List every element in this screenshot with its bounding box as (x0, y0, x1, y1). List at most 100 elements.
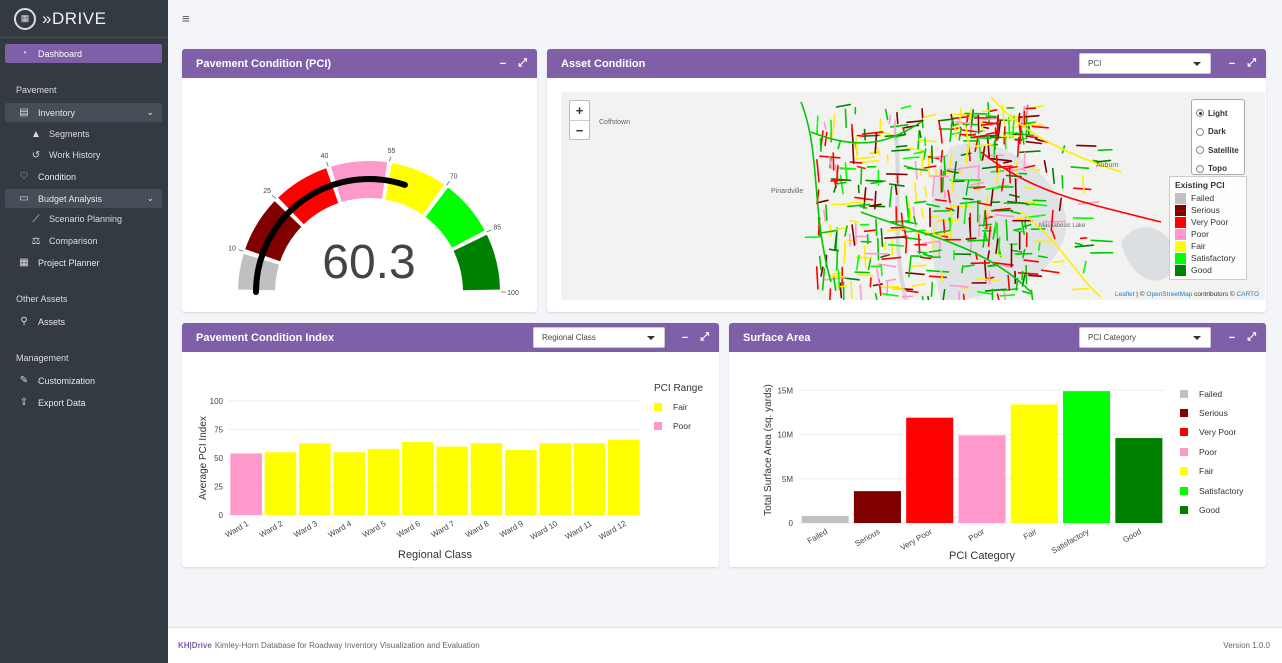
road-segment (942, 219, 946, 234)
legend-item-poor[interactable]: Poor (654, 416, 703, 435)
road-segment (1090, 239, 1113, 243)
legend-item[interactable]: Good (1180, 500, 1243, 519)
map-canvas[interactable] (561, 92, 1265, 300)
x-tick-label: Ward 11 (564, 519, 594, 542)
road-segment (963, 264, 975, 268)
road-segment (860, 166, 863, 185)
bar[interactable] (1115, 438, 1163, 523)
road-segment (832, 113, 836, 136)
road-segment (863, 229, 876, 233)
leaflet-link[interactable]: Leaflet (1114, 291, 1135, 298)
legend-item[interactable]: Fair (1180, 462, 1243, 481)
sidebar-item-scenario-planning[interactable]: ⟋ Scenario Planning (30, 210, 123, 228)
expand-icon[interactable]: ⤢ (1247, 57, 1256, 69)
layer-label: Topo (1208, 164, 1227, 174)
minimize-icon[interactable]: − (681, 331, 689, 344)
brand[interactable]: ▦ »DRIVE (0, 0, 168, 38)
layer-light[interactable]: Light (1196, 104, 1244, 123)
bar[interactable] (505, 450, 537, 515)
asset-condition-select[interactable]: PCI (1079, 53, 1211, 74)
road-segment (906, 147, 924, 152)
sidebar-item-export-data[interactable]: ⇪ Export Data (5, 393, 162, 412)
legend-item[interactable]: Poor (1180, 442, 1243, 461)
map-attribution: Leaflet | © OpenStreetMap contributors ©… (1115, 291, 1259, 298)
bar[interactable] (573, 443, 606, 515)
legend-label: Good (1191, 265, 1212, 275)
upload-icon: ⇪ (19, 397, 29, 408)
sidebar-item-work-history[interactable]: ↺ Work History (30, 146, 101, 164)
bar[interactable] (402, 442, 434, 515)
road-segment (837, 269, 841, 291)
menu-toggle-icon[interactable]: ≡ (182, 11, 190, 26)
minimize-icon[interactable]: − (499, 57, 507, 70)
bar[interactable] (367, 448, 400, 515)
legend-item[interactable]: Serious (1180, 403, 1243, 422)
bar[interactable] (853, 491, 901, 523)
zoom-in-button[interactable]: + (575, 103, 584, 118)
zoom-out-button[interactable]: − (570, 120, 589, 139)
bar[interactable] (539, 443, 571, 515)
bar[interactable] (1063, 391, 1111, 523)
road-segment (931, 175, 936, 197)
bar[interactable] (801, 515, 849, 523)
minimize-icon[interactable]: − (1228, 331, 1236, 344)
bar[interactable] (470, 443, 503, 515)
road-segment (905, 195, 910, 219)
carto-link[interactable]: CARTO (1236, 291, 1259, 298)
pci-category-select[interactable]: PCI Category (1079, 327, 1211, 348)
map-legend-item: Very Poor (1175, 216, 1241, 228)
road-segment (828, 156, 833, 170)
road-segment (835, 103, 852, 108)
osm-link[interactable]: OpenStreetMap (1146, 291, 1193, 298)
bar[interactable] (608, 439, 640, 515)
legend-item[interactable]: Satisfactory (1180, 481, 1243, 500)
select-value: Regional Class (542, 333, 596, 342)
minimize-icon[interactable]: − (1228, 57, 1236, 70)
road-segment (859, 284, 863, 300)
sidebar-item-assets[interactable]: ⚲ Assets (5, 312, 162, 331)
road-segment (911, 264, 927, 268)
bar[interactable] (1010, 404, 1058, 523)
bar[interactable] (299, 443, 331, 515)
road-segment (947, 189, 951, 204)
asset-map[interactable]: Coffstown Pinardville Auburn Massabesic … (561, 92, 1265, 300)
road-segment (835, 285, 848, 288)
regional-class-select[interactable]: Regional Class (533, 327, 665, 348)
sidebar-item-label: Scenario Planning (49, 214, 123, 224)
bar[interactable] (230, 453, 262, 515)
road-segment (969, 238, 973, 257)
layer-topo[interactable]: Topo (1196, 160, 1244, 179)
legend-item[interactable]: Very Poor (1180, 423, 1243, 442)
sidebar-item-inventory[interactable]: ▤ Inventory ⌄ (5, 103, 162, 122)
road-segment (1075, 144, 1097, 147)
road-segment (1023, 164, 1036, 169)
road-segment (1072, 187, 1092, 191)
expand-icon[interactable]: ⤢ (518, 57, 527, 69)
bar[interactable] (436, 446, 468, 515)
sidebar-item-dashboard[interactable]: ◔ Dashboard (5, 44, 162, 63)
expand-icon[interactable]: ⤢ (1247, 331, 1256, 343)
legend-item[interactable]: Failed (1180, 384, 1243, 403)
legend-item-fair[interactable]: Fair (654, 397, 703, 416)
footer: KH|Drive Kimley-Horn Database for Roadwa… (168, 627, 1282, 663)
chevron-down-icon: ⌄ (146, 193, 154, 203)
bar[interactable] (906, 417, 954, 523)
bar[interactable] (958, 435, 1006, 523)
sidebar-item-segments[interactable]: ▲ Segments (30, 125, 89, 143)
expand-icon[interactable]: ⤢ (700, 331, 709, 343)
panel-title: Pavement Condition (PCI) (196, 57, 332, 70)
sidebar-item-condition[interactable]: ♡ Condition (5, 167, 162, 186)
gauge-tick-label: 55 (388, 148, 396, 155)
bar[interactable] (333, 452, 365, 515)
sidebar-item-project-planner[interactable]: ▦ Project Planner (5, 253, 162, 272)
layer-dark[interactable]: Dark (1196, 123, 1244, 142)
road-segment (986, 194, 989, 219)
sidebar-item-budget-analysis[interactable]: ▭ Budget Analysis ⌄ (5, 189, 162, 208)
layer-satellite[interactable]: Satellite (1196, 141, 1244, 160)
sidebar-item-comparison[interactable]: ⚖ Comparison (30, 232, 98, 250)
sidebar-item-customization[interactable]: ✎ Customization (5, 371, 162, 390)
road-segment (900, 212, 904, 232)
bar[interactable] (264, 452, 297, 515)
calendar-icon: ▦ (19, 257, 29, 268)
road-segment (854, 271, 870, 274)
